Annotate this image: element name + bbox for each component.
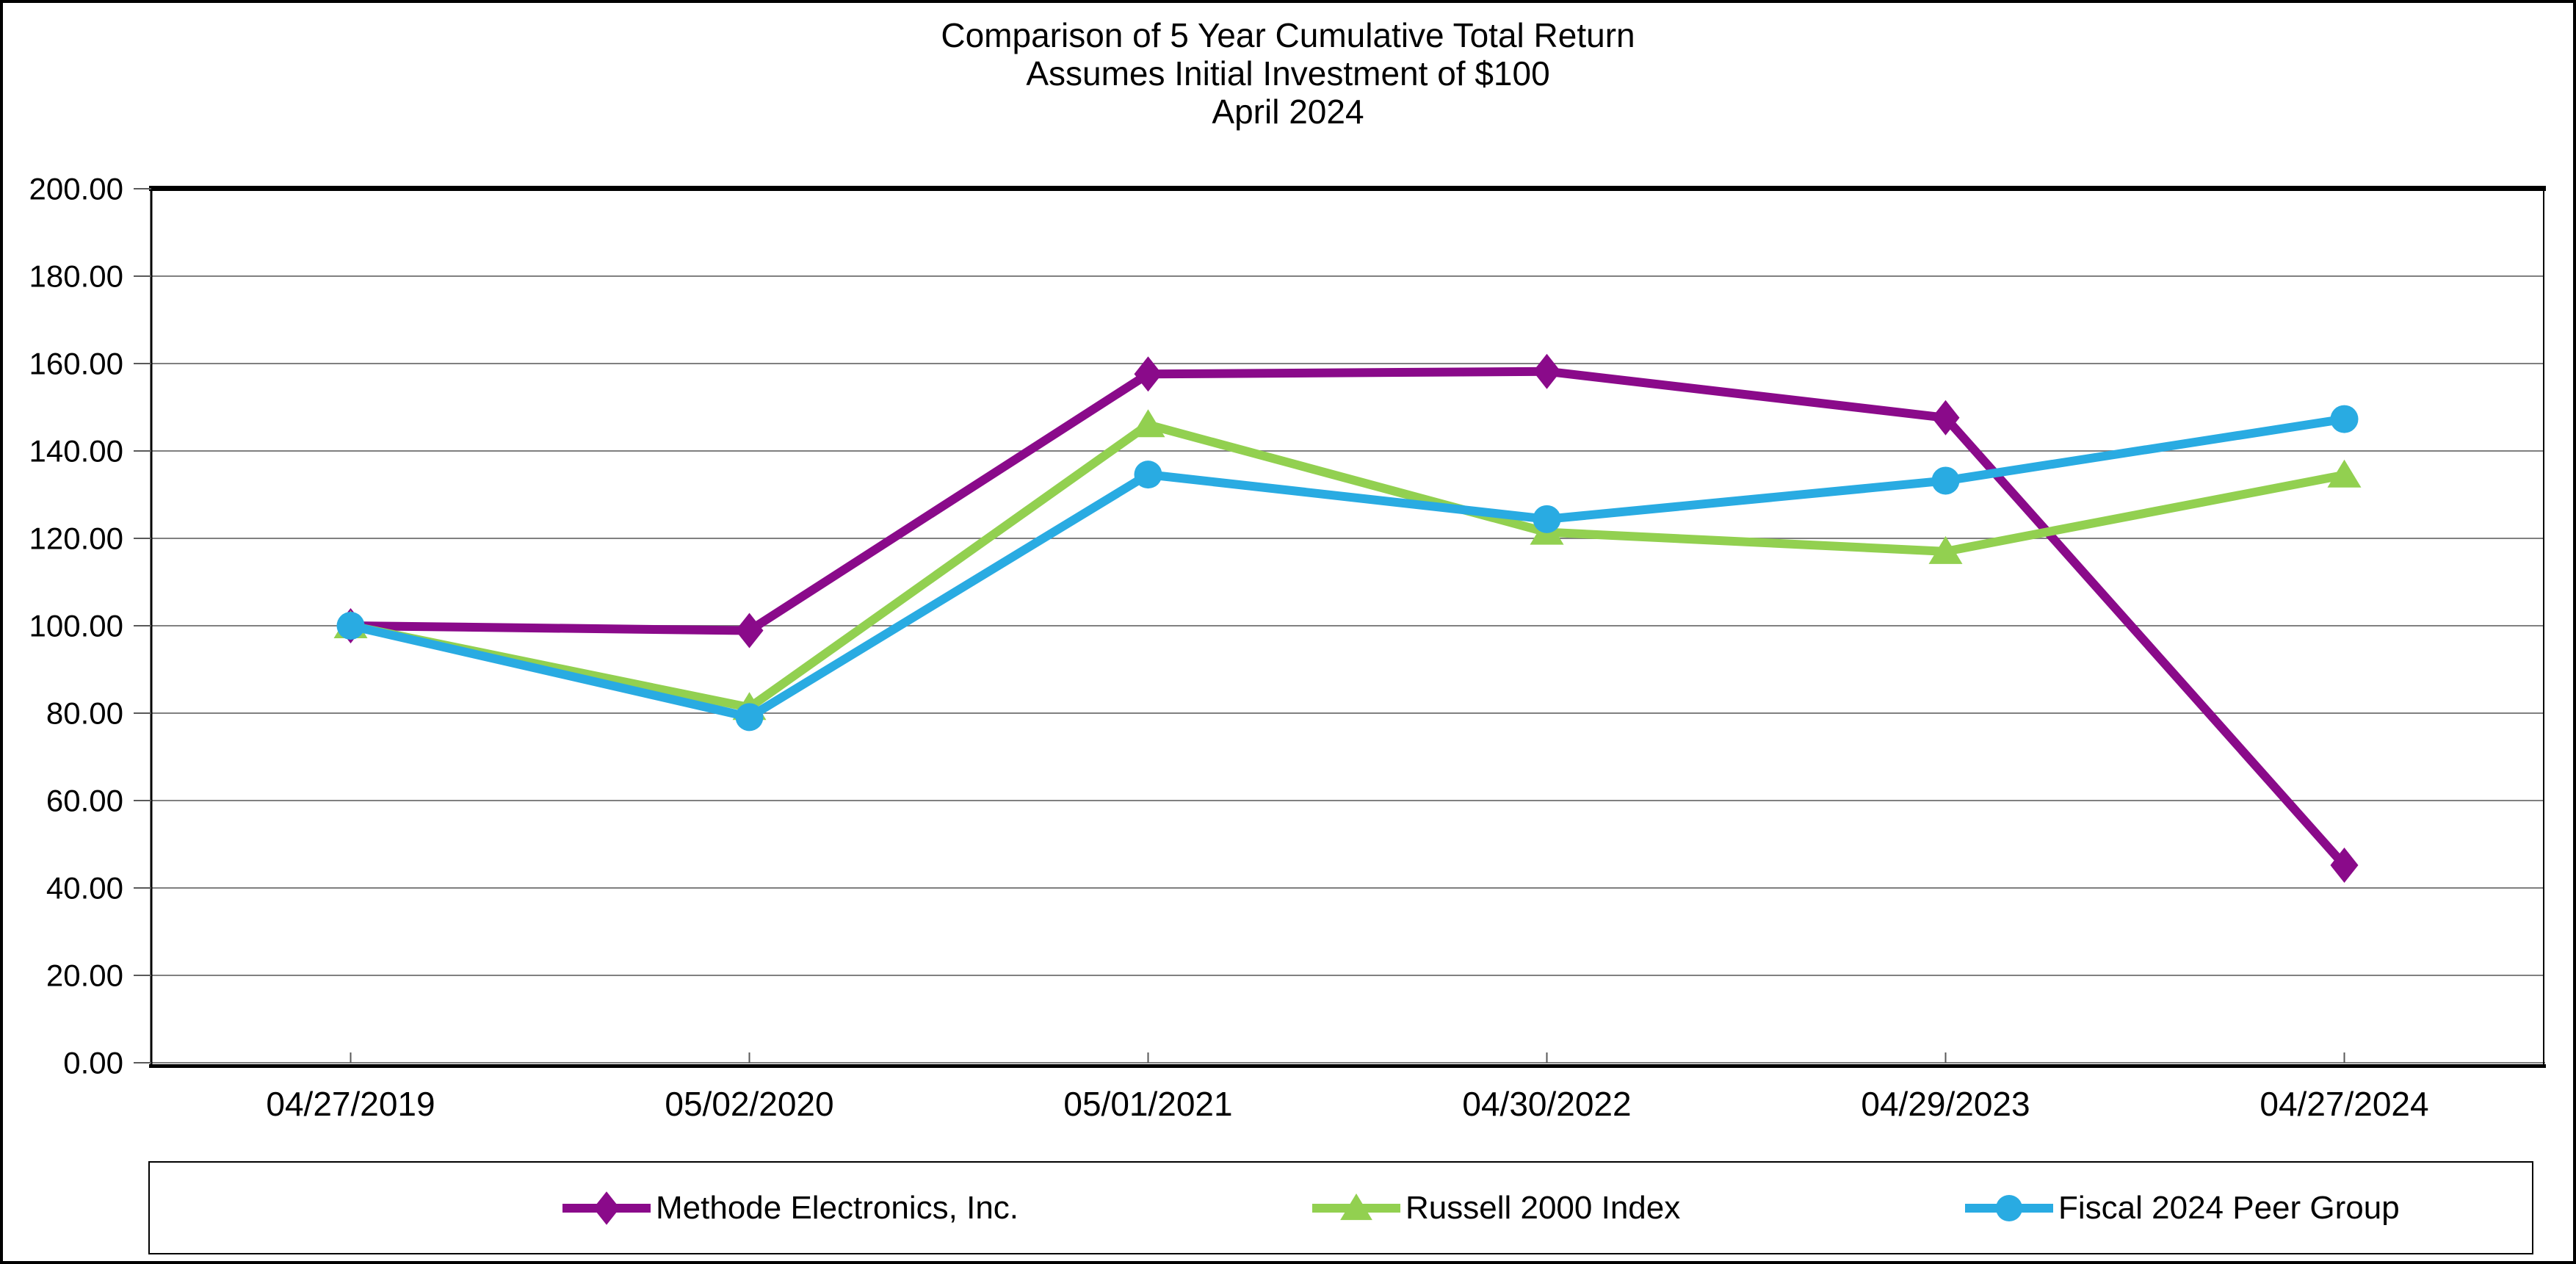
y-tick-label: 80.00: [46, 696, 123, 731]
chart-title: Comparison of 5 Year Cumulative Total Re…: [3, 16, 2573, 131]
y-tick-label: 120.00: [29, 521, 123, 556]
y-axis-labels: 0.00 20.00 40.00 60.00 80.00 100.00 120.00 140.…: [29, 172, 151, 1080]
x-tick-label: 04/27/2024: [2260, 1085, 2428, 1123]
legend-label-peer-group: Fiscal 2024 Peer Group: [2058, 1189, 2400, 1226]
chart-title-line-3: April 2024: [1212, 93, 1364, 131]
y-tick-label: 100.00: [29, 609, 123, 643]
y-tick-label: 200.00: [29, 172, 123, 206]
diamond-marker-swatch-icon: [562, 1191, 651, 1225]
series-line: [350, 366, 2348, 869]
legend-item-russell: Russell 2000 Index: [1309, 1163, 1680, 1253]
circle-marker-swatch-icon: [1965, 1194, 2053, 1221]
y-tick-label: 40.00: [46, 871, 123, 906]
legend-label-methode: Methode Electronics, Inc.: [656, 1189, 1019, 1226]
series-1: [333, 409, 2362, 721]
chart-title-line-1: Comparison of 5 Year Cumulative Total Re…: [941, 16, 1635, 54]
y-tick-label: 180.00: [29, 259, 123, 294]
y-tick-label: 20.00: [46, 958, 123, 993]
y-tick-label: 160.00: [29, 347, 123, 381]
legend-label-russell: Russell 2000 Index: [1405, 1189, 1681, 1226]
series-line: [350, 420, 2345, 712]
y-tick-label: 60.00: [46, 784, 123, 818]
legend-item-peer-group: Fiscal 2024 Peer Group: [1961, 1163, 2400, 1253]
series-0: [336, 353, 2359, 884]
gridlines: [149, 275, 2545, 1063]
x-axis-labels: 04/27/2019 05/02/2020 05/01/2021 04/30/2022…: [266, 1052, 2429, 1123]
legend: Methode Electronics, Inc. Russell 2000 I…: [148, 1161, 2533, 1254]
line-chart: 0.00 20.00 40.00 60.00 80.00 100.00 120.00 140.…: [29, 172, 2546, 1123]
series-2: [336, 405, 2359, 732]
triangle-marker-swatch-icon: [1312, 1193, 1400, 1220]
x-tick-label: 04/30/2022: [1462, 1085, 1631, 1123]
x-tick-label: 04/27/2019: [266, 1085, 435, 1123]
plot-top-border: [149, 186, 2546, 191]
series-line: [350, 414, 2345, 722]
legend-item-methode: Methode Electronics, Inc.: [559, 1163, 1019, 1253]
x-axis-line: [149, 1064, 2546, 1068]
x-tick-label: 05/01/2021: [1063, 1085, 1232, 1123]
x-tick-label: 05/02/2020: [665, 1085, 833, 1123]
chart-title-line-2: Assumes Initial Investment of $100: [1026, 54, 1550, 93]
x-tick-label: 04/29/2023: [1861, 1085, 2030, 1123]
y-tick-label: 0.00: [63, 1046, 123, 1080]
y-tick-label: 140.00: [29, 434, 123, 469]
